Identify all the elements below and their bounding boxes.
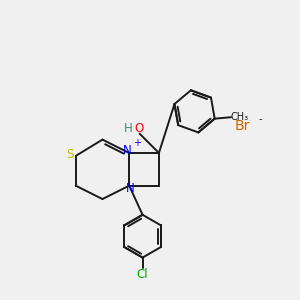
Text: Br: Br xyxy=(235,119,250,133)
Text: N: N xyxy=(123,144,132,157)
Text: Cl: Cl xyxy=(137,268,148,281)
Text: +: + xyxy=(134,138,142,148)
Text: H: H xyxy=(124,122,133,135)
Text: -: - xyxy=(259,114,262,124)
Text: CH₃: CH₃ xyxy=(231,112,249,122)
Text: O: O xyxy=(134,122,143,135)
Text: N: N xyxy=(126,182,135,194)
Text: S: S xyxy=(66,148,74,161)
